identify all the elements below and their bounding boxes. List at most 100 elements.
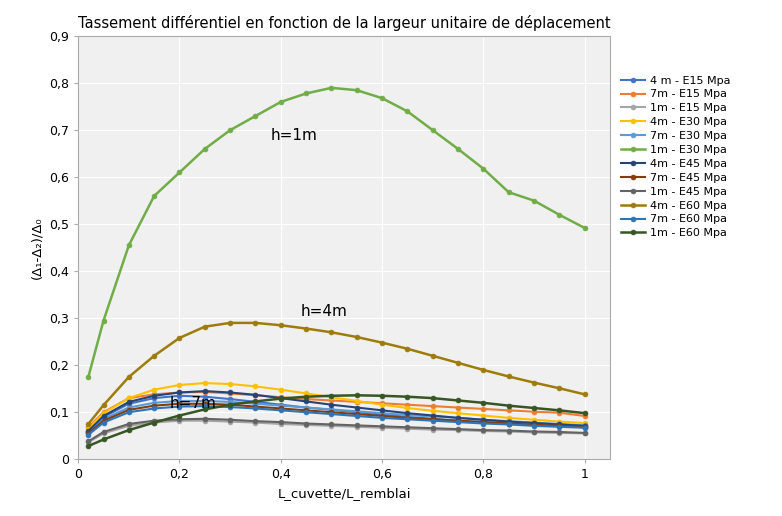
7m - E15 Mpa [149,391,159,397]
4m - E45 Mpa [175,390,185,396]
7m - E15 Mpa [276,394,285,400]
7m - E15 Mpa [529,409,539,415]
4m - E60 Mpa [124,374,134,380]
Line: 7m - E30 Mpa: 7m - E30 Mpa [86,398,587,434]
1m - E30 Mpa [479,166,488,172]
7m - E60 Mpa [529,423,539,429]
1m - E60 Mpa [99,437,108,443]
1m - E15 Mpa [454,427,463,433]
4m - E45 Mpa [352,405,361,411]
4m - E45 Mpa [504,418,513,425]
1m - E30 Mpa [504,189,513,195]
4 m - E15 Mpa [301,405,310,411]
7m - E45 Mpa [225,401,235,408]
4m - E45 Mpa [403,410,412,416]
4m - E30 Mpa [479,412,488,418]
1m - E60 Mpa [504,402,513,409]
7m - E15 Mpa [200,389,210,395]
4m - E60 Mpa [428,353,437,359]
1m - E30 Mpa [84,374,93,380]
1m - E15 Mpa [149,420,159,426]
7m - E45 Mpa [529,422,539,428]
Text: h=7m: h=7m [170,396,217,411]
4m - E30 Mpa [529,416,539,423]
1m - E45 Mpa [403,424,412,430]
4m - E60 Mpa [301,326,310,332]
7m - E30 Mpa [403,412,412,418]
7m - E30 Mpa [301,405,310,411]
Line: 4m - E60 Mpa: 4m - E60 Mpa [86,320,587,426]
Title: Tassement différentiel en fonction de la largeur unitaire de déplacement: Tassement différentiel en fonction de la… [77,15,611,31]
4 m - E15 Mpa [175,393,185,399]
1m - E15 Mpa [428,427,437,433]
4m - E60 Mpa [378,340,387,346]
1m - E15 Mpa [554,430,564,436]
1m - E15 Mpa [251,420,260,426]
1m - E30 Mpa [378,95,387,101]
4 m - E15 Mpa [580,424,590,430]
4m - E45 Mpa [251,392,260,398]
4m - E30 Mpa [301,390,310,396]
1m - E45 Mpa [251,418,260,424]
1m - E60 Mpa [301,394,310,400]
4m - E30 Mpa [554,418,564,425]
1m - E45 Mpa [378,423,387,429]
7m - E45 Mpa [378,413,387,419]
4m - E60 Mpa [149,353,159,359]
1m - E60 Mpa [378,393,387,399]
Line: 4m - E30 Mpa: 4m - E30 Mpa [86,381,587,431]
7m - E15 Mpa [124,395,134,401]
4 m - E15 Mpa [529,422,539,428]
7m - E30 Mpa [124,405,134,411]
1m - E45 Mpa [276,419,285,425]
4m - E45 Mpa [99,413,108,419]
4m - E30 Mpa [276,386,285,393]
4 m - E15 Mpa [251,399,260,405]
7m - E45 Mpa [200,400,210,407]
7m - E45 Mpa [149,402,159,409]
Line: 1m - E15 Mpa: 1m - E15 Mpa [86,418,587,445]
1m - E60 Mpa [124,427,134,433]
4 m - E15 Mpa [149,395,159,401]
7m - E30 Mpa [200,398,210,404]
1m - E45 Mpa [99,429,108,435]
1m - E30 Mpa [124,242,134,248]
4m - E30 Mpa [352,398,361,404]
1m - E15 Mpa [580,430,590,437]
1m - E60 Mpa [454,397,463,404]
1m - E60 Mpa [225,401,235,408]
4 m - E15 Mpa [428,416,437,422]
X-axis label: L_cuvette/L_remblai: L_cuvette/L_remblai [278,487,411,500]
4m - E30 Mpa [200,380,210,386]
7m - E60 Mpa [504,422,513,428]
7m - E45 Mpa [99,417,108,424]
7m - E60 Mpa [276,407,285,413]
1m - E60 Mpa [327,393,336,399]
7m - E15 Mpa [301,396,310,402]
4m - E60 Mpa [580,391,590,397]
7m - E45 Mpa [251,404,260,410]
4 m - E15 Mpa [84,429,93,435]
1m - E30 Mpa [327,85,336,91]
4m - E30 Mpa [175,382,185,388]
4 m - E15 Mpa [479,419,488,425]
7m - E30 Mpa [554,421,564,427]
7m - E30 Mpa [327,406,336,412]
1m - E60 Mpa [175,412,185,418]
4 m - E15 Mpa [352,409,361,415]
7m - E60 Mpa [200,403,210,409]
7m - E15 Mpa [251,392,260,398]
7m - E45 Mpa [175,400,185,407]
4m - E60 Mpa [504,374,513,380]
4m - E45 Mpa [301,398,310,405]
7m - E45 Mpa [124,407,134,413]
4m - E60 Mpa [200,324,210,330]
4m - E60 Mpa [529,379,539,385]
4 m - E15 Mpa [554,423,564,429]
1m - E45 Mpa [479,427,488,433]
4m - E45 Mpa [378,407,387,413]
Line: 4m - E45 Mpa: 4m - E45 Mpa [86,389,587,433]
7m - E60 Mpa [378,415,387,421]
4 m - E15 Mpa [454,417,463,424]
1m - E45 Mpa [554,429,564,435]
